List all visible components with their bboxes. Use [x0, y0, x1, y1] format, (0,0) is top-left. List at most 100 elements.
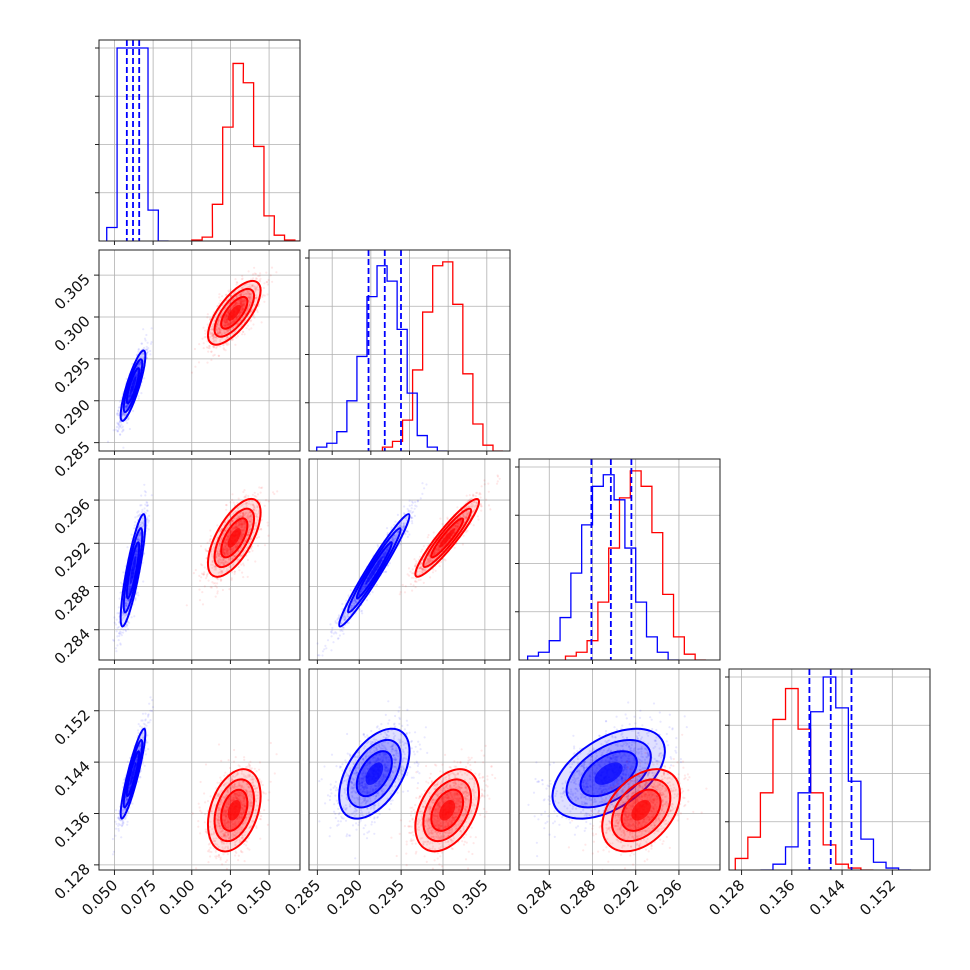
sample-point	[249, 511, 252, 514]
sample-point	[225, 321, 228, 324]
sample-point	[227, 322, 230, 326]
sample-point	[240, 523, 243, 526]
sample-point	[211, 563, 214, 567]
sample-point	[125, 404, 128, 408]
sample-point	[228, 320, 231, 323]
sample-point	[218, 541, 221, 544]
sample-point	[243, 520, 246, 523]
sample-point	[226, 548, 229, 551]
sample-point	[241, 298, 244, 302]
sample-point	[213, 346, 216, 349]
sample-point	[118, 420, 121, 423]
sample-point	[243, 303, 246, 306]
sample-point	[249, 292, 252, 295]
sample-point	[254, 303, 257, 306]
sample-point	[227, 310, 230, 314]
sample-point	[227, 324, 230, 327]
sample-point	[240, 304, 243, 307]
sample-point	[255, 296, 258, 299]
sample-point	[255, 495, 258, 498]
sample-point	[225, 320, 228, 323]
sample-point	[248, 297, 251, 300]
sample-point	[235, 316, 239, 319]
sample-point	[265, 271, 268, 274]
sample-point	[223, 321, 227, 324]
sample-point	[206, 316, 209, 319]
sample-point	[226, 537, 230, 540]
sample-point	[257, 512, 261, 515]
sample-point	[217, 320, 220, 323]
sample-point	[226, 547, 229, 550]
sample-point	[225, 319, 229, 322]
sample-point	[240, 563, 243, 566]
sample-point	[263, 544, 267, 547]
sample-point	[136, 373, 139, 376]
sample-point	[235, 302, 239, 305]
sample-point	[248, 328, 251, 331]
sample-point	[267, 534, 270, 537]
sample-point	[221, 550, 224, 553]
sample-point	[249, 515, 252, 518]
sample-point	[211, 555, 214, 558]
sample-point	[212, 340, 216, 343]
sample-point	[408, 533, 411, 536]
sample-point	[143, 511, 146, 514]
sample-point	[221, 570, 224, 573]
sample-point	[241, 300, 244, 303]
sample-point	[249, 300, 252, 303]
sample-point	[208, 345, 211, 348]
sample-point	[251, 549, 254, 552]
sample-point	[128, 397, 131, 400]
sample-point	[235, 317, 238, 320]
sample-point	[117, 426, 120, 429]
sample-point	[242, 512, 245, 516]
sample-point	[238, 300, 241, 303]
sample-point	[255, 286, 258, 289]
sample-point	[239, 520, 242, 523]
sample-point	[238, 505, 241, 508]
sample-point	[232, 563, 235, 566]
sample-point	[240, 301, 243, 304]
sample-point	[146, 348, 149, 351]
sample-point	[244, 539, 247, 542]
sample-point	[232, 320, 235, 323]
panel-grid	[309, 459, 510, 660]
sample-point	[248, 293, 251, 296]
sample-point	[264, 499, 268, 502]
sample-point	[247, 512, 250, 515]
sample-point	[224, 548, 227, 551]
sample-point	[248, 520, 251, 523]
sample-point	[146, 519, 149, 522]
sample-point	[242, 302, 245, 305]
sample-point	[142, 524, 145, 528]
sample-point	[227, 311, 230, 314]
sample-point	[252, 323, 255, 326]
sample-point	[214, 336, 217, 339]
sample-point	[230, 578, 233, 581]
sample-point	[135, 554, 138, 557]
sample-point	[226, 323, 229, 327]
sample-point	[263, 504, 266, 507]
sample-point	[258, 535, 261, 539]
sample-point	[237, 507, 240, 510]
sample-point	[232, 527, 235, 530]
sample-point	[234, 304, 237, 307]
sample-point	[114, 647, 117, 650]
sample-point	[228, 515, 231, 518]
sample-point	[248, 515, 251, 518]
sample-point	[216, 305, 219, 308]
sample-point	[138, 364, 141, 367]
sample-point	[249, 538, 253, 541]
sample-point	[240, 521, 243, 524]
sample-point	[205, 575, 208, 578]
sample-point	[243, 299, 246, 302]
sample-point	[226, 543, 229, 546]
sample-point	[225, 549, 228, 553]
sample-point	[262, 286, 265, 290]
sample-point	[227, 289, 230, 292]
sample-point	[127, 588, 130, 591]
sample-point	[248, 529, 251, 532]
sample-point	[249, 285, 252, 289]
sample-point	[129, 585, 132, 588]
